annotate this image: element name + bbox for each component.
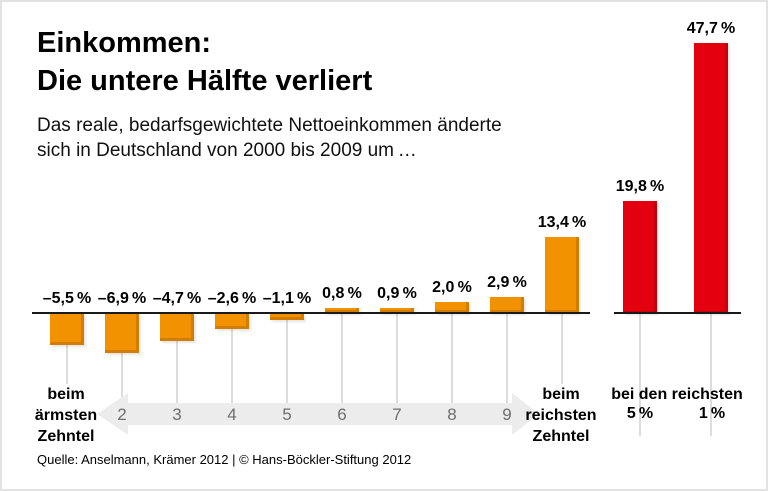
title-line-2: Die untere Hälfte verliert bbox=[37, 65, 373, 97]
bar-value-label: –6,9 % bbox=[97, 290, 147, 307]
stub-gridline bbox=[231, 314, 233, 404]
chart-subtitle: Das reale, bedarfsgewichtete Nettoeinkom… bbox=[37, 113, 502, 163]
stub-gridline bbox=[286, 314, 288, 404]
bar-8 bbox=[435, 302, 469, 313]
decile-number-5: 5 bbox=[282, 405, 292, 424]
bar-value-label: 0,9 % bbox=[377, 285, 417, 302]
bar-7 bbox=[380, 308, 414, 313]
bar-value-label: 2,9 % bbox=[487, 274, 527, 291]
stub-gridline bbox=[176, 314, 178, 404]
decile-number-4: 4 bbox=[227, 405, 237, 424]
bar-6 bbox=[325, 308, 359, 313]
bar-reichste 5 % bbox=[623, 201, 657, 313]
bar-value-label: –1,1 % bbox=[262, 290, 312, 307]
axis-caption-top1: 1 % bbox=[698, 405, 726, 422]
stub-gridline bbox=[451, 314, 453, 404]
axis-caption-poorest-decile: beim ärmsten Zehntel bbox=[34, 386, 98, 445]
bar-2 bbox=[105, 314, 139, 353]
decile-number-8: 8 bbox=[447, 405, 457, 424]
decile-number-3: 3 bbox=[172, 405, 182, 424]
page-title: Einkommen: Die untere Hälfte verliert bbox=[37, 24, 372, 100]
x-axis-line-deciles bbox=[32, 312, 590, 314]
title-line-1: Einkommen: bbox=[37, 27, 212, 59]
subtitle-line-2: sich in Deutschland von 2000 bis 2009 um… bbox=[37, 140, 417, 161]
stub-gridline bbox=[341, 314, 343, 404]
decile-arrow-band bbox=[128, 403, 512, 425]
stub-gridline bbox=[121, 314, 123, 404]
source-line: Quelle: Anselmann, Krämer 2012 | © Hans-… bbox=[37, 452, 412, 467]
bar-reichstes Zehntel bbox=[545, 237, 579, 313]
decile-number-7: 7 bbox=[392, 405, 402, 424]
bar-value-label: 19,8 % bbox=[615, 178, 665, 195]
bar-value-label: –4,7 % bbox=[152, 290, 202, 307]
stub-gridline bbox=[66, 314, 68, 384]
stub-gridline bbox=[561, 314, 563, 384]
bar-value-label: 47,7 % bbox=[686, 20, 736, 37]
bar-value-label: –5,5 % bbox=[42, 290, 92, 307]
x-axis-line-top-incomes bbox=[614, 312, 741, 314]
stub-gridline bbox=[710, 314, 712, 436]
bar-value-label: 2,0 % bbox=[432, 279, 472, 296]
axis-caption-richest-top: bei den reichsten bbox=[611, 386, 743, 403]
stub-gridline bbox=[396, 314, 398, 404]
axis-caption-richest-decile: beim reichsten Zehntel bbox=[525, 386, 597, 445]
bar-5 bbox=[270, 314, 304, 320]
decile-number-2: 2 bbox=[117, 405, 127, 424]
axis-caption-top5: 5 % bbox=[626, 405, 654, 422]
bar-value-label: 13,4 % bbox=[537, 214, 587, 231]
arrow-right-icon bbox=[512, 393, 539, 435]
bar-9 bbox=[490, 297, 524, 313]
bar-4 bbox=[215, 314, 249, 329]
decile-number-9: 9 bbox=[502, 405, 512, 424]
bar-ärmstes Zehntel bbox=[50, 314, 84, 345]
decile-number-6: 6 bbox=[337, 405, 347, 424]
stub-gridline bbox=[506, 314, 508, 404]
bar-value-label: 0,8 % bbox=[322, 285, 362, 302]
arrow-left-icon bbox=[97, 393, 128, 435]
bar-value-label: –2,6 % bbox=[207, 290, 257, 307]
subtitle-line-1: Das reale, bedarfsgewichtete Nettoeinkom… bbox=[37, 115, 502, 136]
stub-gridline bbox=[639, 314, 641, 436]
bar-3 bbox=[160, 314, 194, 341]
bar-reichstes 1 % bbox=[694, 43, 728, 313]
